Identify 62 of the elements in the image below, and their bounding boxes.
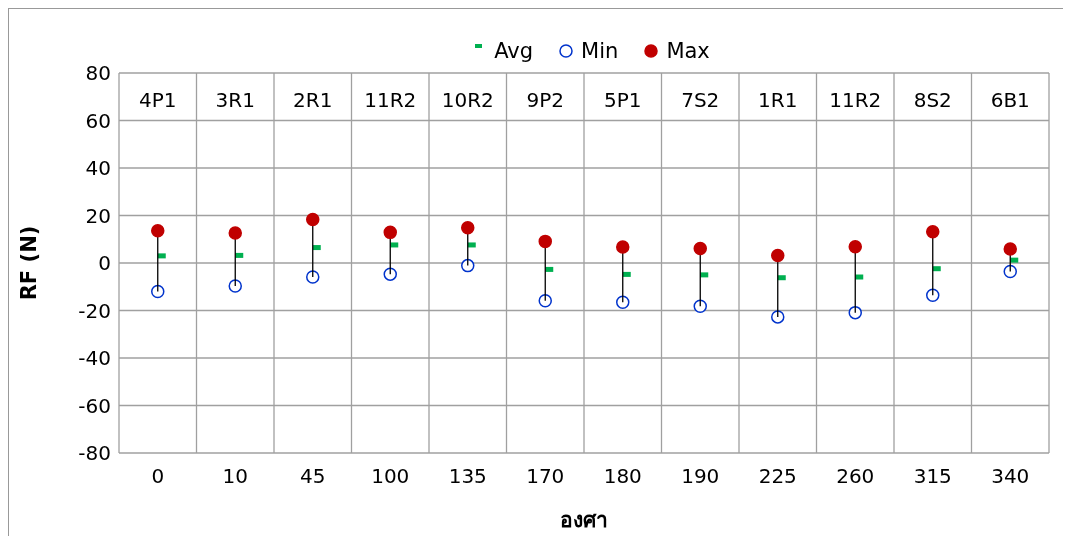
x-tick-label: 260 (836, 464, 875, 489)
point (538, 234, 552, 249)
x-tick-label: 170 (526, 464, 565, 489)
point (461, 221, 475, 235)
x-tick-label: 0 (151, 464, 165, 489)
annotation: 10R2 (441, 87, 494, 112)
x-axis-title: องศา (559, 507, 609, 534)
point (383, 267, 397, 281)
y-tick-label: 80 (85, 61, 111, 86)
point (461, 258, 475, 273)
annotation: 2R1 (293, 87, 333, 112)
annotation: 11R2 (829, 87, 882, 112)
point (771, 310, 785, 324)
x-tick-label: 190 (681, 464, 720, 489)
y-tick-label: 0 (98, 251, 111, 276)
annotation: 6B1 (990, 87, 1030, 112)
annotation: 1R1 (758, 87, 798, 112)
x-tick-label: 340 (991, 464, 1030, 489)
legend-label: Max (665, 39, 710, 63)
point (926, 288, 940, 303)
x-tick-label: 45 (300, 464, 326, 489)
x-tick-label: 100 (371, 464, 410, 489)
point (306, 212, 320, 227)
annotation: 3R1 (215, 87, 255, 112)
point (693, 241, 707, 256)
point (228, 279, 242, 293)
point (1003, 264, 1017, 279)
point (1003, 242, 1017, 256)
legend-label: Min (580, 39, 619, 63)
point (848, 240, 862, 254)
y-tick-label: -40 (78, 346, 111, 371)
y-tick-label: -80 (78, 441, 111, 466)
y-axis-title: RF (N) (17, 225, 42, 301)
point (538, 294, 552, 308)
annotation: 8S2 (913, 87, 952, 112)
annotation: 11R2 (364, 87, 417, 112)
point (151, 284, 165, 299)
point (771, 248, 785, 263)
point (693, 299, 707, 313)
point (228, 226, 242, 240)
y-tick-label: 40 (85, 156, 111, 181)
point (383, 225, 397, 240)
annotation: 5P1 (603, 87, 642, 112)
x-tick-label: 10 (222, 464, 248, 489)
annotation: 4P1 (138, 87, 177, 112)
x-tick-label: 225 (758, 464, 797, 489)
point (151, 223, 165, 238)
y-tick-label: -60 (78, 393, 111, 418)
x-tick-label: 180 (603, 464, 642, 489)
point (616, 240, 630, 254)
y-tick-label: 20 (85, 203, 111, 228)
point (306, 270, 320, 284)
x-tick-label: 315 (913, 464, 952, 489)
y-tick-label: 60 (85, 108, 111, 133)
point (926, 224, 940, 239)
legend-label: Avg (493, 39, 534, 63)
point (616, 295, 630, 309)
point (848, 305, 862, 320)
annotation: 7S2 (681, 87, 720, 112)
annotation: 9P2 (526, 87, 565, 112)
y-tick-label: -20 (78, 298, 111, 323)
x-tick-label: 135 (448, 464, 487, 489)
